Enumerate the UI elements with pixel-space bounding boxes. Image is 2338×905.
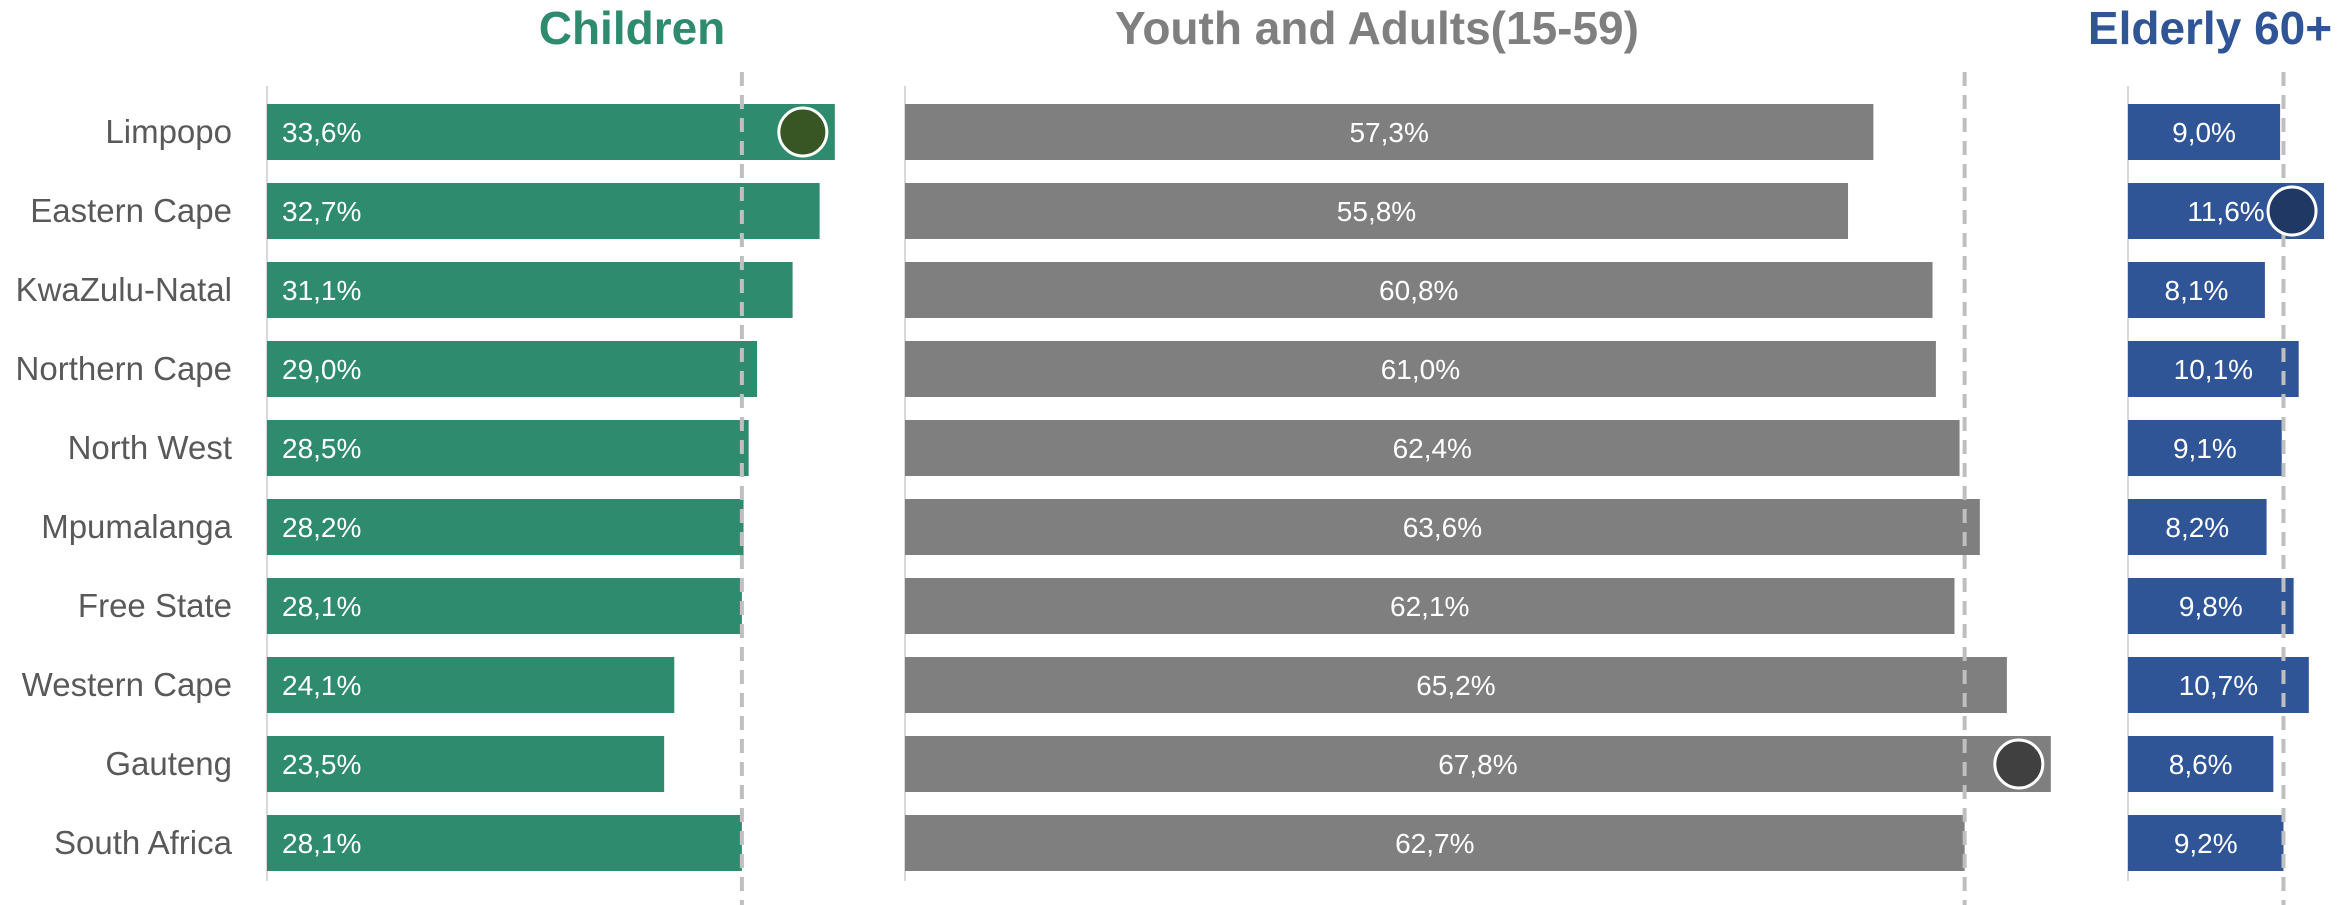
panel-title-youth-and-adults: Youth and Adults(15-59)	[1115, 2, 1639, 54]
bar-children-free-state	[267, 578, 742, 634]
bar-youth-and-adults-15-59-eastern-cape	[905, 183, 1849, 239]
bar-children-eastern-cape	[267, 183, 820, 239]
value-label-youth-and-adults-15-59-south-africa: 62,7%	[1395, 828, 1474, 859]
value-label-elderly-60-limpopo: 9,0%	[2172, 117, 2236, 148]
bar-elderly-60-limpopo	[2128, 104, 2281, 160]
value-label-children-northern-cape: 29,0%	[282, 354, 361, 385]
category-label-kwazulu-natal: KwaZulu-Natal	[16, 271, 232, 308]
category-label-northern-cape: Northern Cape	[16, 350, 232, 387]
value-label-youth-and-adults-15-59-free-state: 62,1%	[1390, 591, 1469, 622]
value-label-youth-and-adults-15-59-northern-cape: 61,0%	[1381, 354, 1460, 385]
bar-elderly-60-northern-cape	[2128, 341, 2299, 397]
category-label-limpopo: Limpopo	[105, 113, 232, 150]
value-label-elderly-60-gauteng: 8,6%	[2169, 749, 2233, 780]
chart-panels: 33,6% 32,7% 31,1% 29,0% 28,5% 28,2% 28,1% 24,1%…	[266, 72, 2325, 905]
bar-elderly-60-north-west	[2128, 420, 2282, 476]
panel-youth-and-adults-15-59: 57,3% 55,8% 60,8% 61,0% 62,4% 63,6% 62,1% 65,2%…	[904, 72, 2051, 905]
value-label-youth-and-adults-15-59-limpopo: 57,3%	[1349, 117, 1428, 148]
value-label-children-eastern-cape: 32,7%	[282, 196, 361, 227]
value-label-children-mpumalanga: 28,2%	[282, 512, 361, 543]
bar-children-gauteng	[267, 736, 665, 792]
highlight-marker-children	[777, 106, 829, 158]
panel-elderly-60: 9,0% 11,6% 8,1% 10,1% 9,1% 8,2% 9,8% 10,7% 8,6% 9…	[2127, 72, 2325, 905]
value-label-youth-and-adults-15-59-eastern-cape: 55,8%	[1337, 196, 1416, 227]
category-label-gauteng: Gauteng	[105, 745, 232, 782]
value-label-children-limpopo: 33,6%	[282, 117, 361, 148]
value-label-youth-and-adults-15-59-kwazulu-natal: 60,8%	[1379, 275, 1458, 306]
panel-children: 33,6% 32,7% 31,1% 29,0% 28,5% 28,2% 28,1% 24,1%…	[266, 72, 835, 905]
bar-elderly-60-mpumalanga	[2128, 499, 2267, 555]
bar-youth-and-adults-15-59-north-west	[905, 420, 1960, 476]
panel-title-children: Children	[539, 2, 726, 54]
bar-children-mpumalanga	[267, 499, 744, 555]
value-label-youth-and-adults-15-59-north-west: 62,4%	[1393, 433, 1472, 464]
bar-children-western-cape	[267, 657, 675, 713]
value-label-youth-and-adults-15-59-mpumalanga: 63,6%	[1403, 512, 1482, 543]
bar-children-kwazulu-natal	[267, 262, 793, 318]
value-label-elderly-60-mpumalanga: 8,2%	[2165, 512, 2229, 543]
value-label-children-kwazulu-natal: 31,1%	[282, 275, 361, 306]
category-label-mpumalanga: Mpumalanga	[41, 508, 232, 545]
value-label-youth-and-adults-15-59-gauteng: 67,8%	[1438, 749, 1517, 780]
bar-youth-and-adults-15-59-western-cape	[905, 657, 2007, 713]
highlight-marker-elderly-60	[2266, 185, 2318, 237]
value-label-youth-and-adults-15-59-western-cape: 65,2%	[1416, 670, 1495, 701]
bar-children-south-africa	[267, 815, 742, 871]
bar-youth-and-adults-15-59-limpopo	[905, 104, 1874, 160]
value-label-children-north-west: 28,5%	[282, 433, 361, 464]
value-label-children-western-cape: 24,1%	[282, 670, 361, 701]
value-label-elderly-60-kwazulu-natal: 8,1%	[2165, 275, 2229, 306]
value-label-elderly-60-north-west: 9,1%	[2173, 433, 2237, 464]
category-label-eastern-cape: Eastern Cape	[30, 192, 232, 229]
category-label-free-state: Free State	[78, 587, 232, 624]
panel-title-elderly: Elderly 60+	[2088, 2, 2332, 54]
bar-children-northern-cape	[267, 341, 758, 397]
value-label-children-gauteng: 23,5%	[282, 749, 361, 780]
value-label-children-free-state: 28,1%	[282, 591, 361, 622]
value-label-children-south-africa: 28,1%	[282, 828, 361, 859]
category-label-south-africa: South Africa	[54, 824, 233, 861]
category-label-north-west: North West	[68, 429, 232, 466]
bar-youth-and-adults-15-59-gauteng	[905, 736, 2051, 792]
value-label-elderly-60-free-state: 9,8%	[2179, 591, 2243, 622]
bar-youth-and-adults-15-59-northern-cape	[905, 341, 1936, 397]
bar-elderly-60-western-cape	[2128, 657, 2309, 713]
panel-titles: Children Youth and Adults(15-59) Elderly…	[539, 2, 2332, 54]
highlight-marker-youth-and-adults-15-59	[1993, 738, 2045, 790]
bar-elderly-60-free-state	[2128, 578, 2294, 634]
bar-youth-and-adults-15-59-mpumalanga	[905, 499, 1980, 555]
value-label-elderly-60-south-africa: 9,2%	[2174, 828, 2238, 859]
bar-youth-and-adults-15-59-south-africa	[905, 815, 1965, 871]
bar-youth-and-adults-15-59-kwazulu-natal	[905, 262, 1933, 318]
value-label-elderly-60-northern-cape: 10,1%	[2174, 354, 2253, 385]
bar-elderly-60-south-africa	[2128, 815, 2284, 871]
value-label-elderly-60-eastern-cape: 11,6%	[2187, 196, 2264, 227]
bar-youth-and-adults-15-59-free-state	[905, 578, 1955, 634]
category-labels: Limpopo Eastern Cape KwaZulu-Natal Northern…	[16, 113, 233, 861]
bar-elderly-60-kwazulu-natal	[2128, 262, 2265, 318]
bar-elderly-60-gauteng	[2128, 736, 2274, 792]
bar-children-north-west	[267, 420, 749, 476]
category-label-western-cape: Western Cape	[22, 666, 232, 703]
value-label-elderly-60-western-cape: 10,7%	[2179, 670, 2258, 701]
